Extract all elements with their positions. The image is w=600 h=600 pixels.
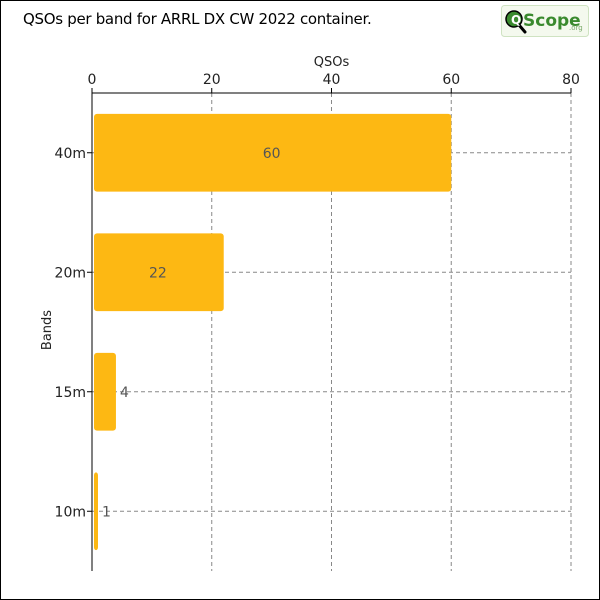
x-tick-label: 40 <box>323 72 341 88</box>
qscope-logo: Q Scope .org <box>501 5 589 37</box>
x-tick-label: 80 <box>562 72 580 88</box>
y-tick-label: 40m <box>55 146 86 162</box>
x-tick-label: 60 <box>442 72 460 88</box>
y-tick-label: 10m <box>55 504 86 520</box>
axes: 0 20 40 60 80 40m 20m 15m 10m <box>55 72 580 571</box>
chart-title: QSOs per band for ARRL DX CW 2022 contai… <box>23 10 372 28</box>
bar-15m <box>94 352 116 431</box>
svg-text:Q: Q <box>511 13 521 27</box>
bar-value-label: 60 <box>263 146 281 162</box>
x-tick-label: 0 <box>88 72 97 88</box>
bar-value-label: 1 <box>102 504 111 520</box>
logo-text: Scope <box>523 11 581 31</box>
bars: 60 22 4 1 <box>94 113 452 551</box>
x-axis-title: QSOs <box>314 55 350 70</box>
y-tick-label: 20m <box>55 265 86 281</box>
bar-20m <box>94 233 224 312</box>
bar-10m <box>94 472 98 551</box>
bar-40m <box>94 113 452 192</box>
logo-suffix: .org <box>569 24 583 32</box>
y-tick-label: 15m <box>55 385 86 401</box>
x-tick-label: 20 <box>203 72 221 88</box>
bar-value-label: 4 <box>120 385 129 401</box>
y-axis-title: Bands <box>40 310 55 350</box>
bar-value-label: 22 <box>149 265 167 281</box>
